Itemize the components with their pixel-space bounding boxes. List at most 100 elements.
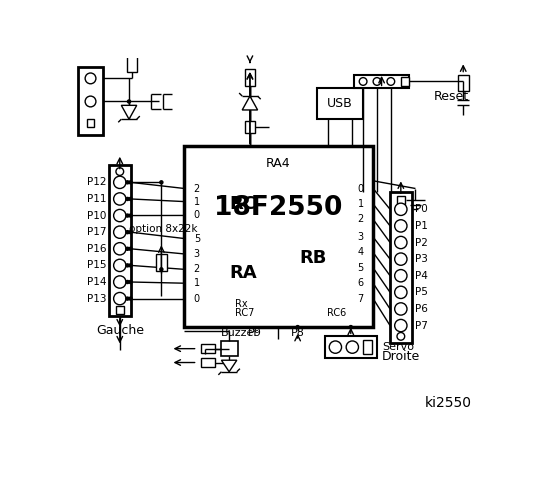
Circle shape: [126, 247, 129, 251]
Text: P2: P2: [415, 238, 429, 248]
Text: RA: RA: [229, 264, 257, 282]
Circle shape: [129, 197, 132, 201]
Text: 5: 5: [194, 234, 200, 243]
Circle shape: [359, 78, 367, 85]
Circle shape: [126, 214, 129, 217]
Text: 1: 1: [194, 278, 200, 288]
Text: 5: 5: [358, 263, 364, 273]
Text: P12: P12: [87, 177, 107, 187]
Circle shape: [126, 230, 129, 234]
Bar: [116, 306, 124, 314]
Circle shape: [113, 193, 126, 205]
Circle shape: [116, 168, 124, 175]
Circle shape: [395, 270, 407, 282]
Text: RC: RC: [229, 195, 256, 213]
Text: P9: P9: [248, 328, 262, 338]
Text: 2: 2: [194, 264, 200, 275]
Bar: [458, 74, 468, 92]
Bar: [244, 121, 255, 133]
Circle shape: [113, 209, 126, 222]
Bar: [397, 196, 405, 204]
Circle shape: [395, 319, 407, 332]
Circle shape: [129, 297, 132, 300]
Circle shape: [373, 78, 381, 85]
Circle shape: [329, 341, 342, 353]
Text: RC6: RC6: [327, 308, 346, 318]
Text: Rx: Rx: [234, 299, 247, 309]
Text: 0: 0: [194, 294, 200, 304]
Bar: [244, 69, 255, 86]
Text: USB: USB: [327, 97, 353, 110]
Circle shape: [113, 259, 126, 272]
Circle shape: [395, 220, 407, 232]
Bar: [185, 146, 373, 327]
Text: P4: P4: [415, 271, 429, 281]
Text: P7: P7: [415, 321, 429, 331]
Text: P10: P10: [87, 211, 107, 221]
Text: 1: 1: [358, 199, 364, 209]
Text: P3: P3: [415, 254, 429, 264]
Circle shape: [397, 333, 405, 340]
Text: P15: P15: [87, 260, 107, 270]
Polygon shape: [121, 105, 137, 119]
Circle shape: [129, 214, 132, 217]
Circle shape: [387, 78, 395, 85]
Text: 1: 1: [194, 197, 200, 206]
Circle shape: [126, 197, 129, 201]
Circle shape: [113, 292, 126, 305]
Bar: [109, 166, 131, 315]
Text: 0: 0: [194, 210, 200, 220]
Circle shape: [349, 325, 352, 329]
Circle shape: [126, 181, 129, 184]
Polygon shape: [221, 360, 237, 372]
Circle shape: [126, 264, 129, 267]
Text: 3: 3: [358, 232, 364, 242]
Circle shape: [160, 268, 163, 271]
Text: Buzzer: Buzzer: [221, 328, 259, 338]
Circle shape: [129, 280, 132, 284]
Text: Reset: Reset: [434, 90, 469, 103]
Text: P11: P11: [87, 194, 107, 204]
Bar: [127, 55, 138, 72]
Text: P16: P16: [87, 244, 107, 254]
Circle shape: [113, 276, 126, 288]
Text: P0: P0: [415, 204, 428, 214]
Text: P13: P13: [87, 294, 107, 304]
Text: 2: 2: [358, 214, 364, 224]
Text: 2: 2: [194, 183, 200, 193]
Circle shape: [395, 303, 407, 315]
Circle shape: [395, 286, 407, 299]
Circle shape: [395, 203, 407, 216]
Bar: [354, 74, 409, 88]
Circle shape: [346, 341, 358, 353]
Text: P1: P1: [415, 221, 429, 231]
Text: P6: P6: [415, 304, 429, 314]
Bar: [78, 67, 103, 134]
Text: 3: 3: [194, 249, 200, 259]
Circle shape: [126, 297, 129, 300]
Text: P14: P14: [87, 277, 107, 287]
Bar: [317, 88, 363, 119]
Text: Gauche: Gauche: [96, 324, 144, 337]
Text: 18F2550: 18F2550: [214, 195, 343, 221]
Text: RC7: RC7: [234, 308, 254, 318]
Circle shape: [113, 176, 126, 189]
Text: 7: 7: [358, 294, 364, 304]
Circle shape: [129, 247, 132, 251]
Text: ki2550: ki2550: [424, 396, 471, 409]
Circle shape: [160, 181, 163, 184]
Circle shape: [129, 181, 132, 184]
Bar: [325, 336, 377, 358]
Circle shape: [126, 280, 129, 284]
Text: Servo: Servo: [383, 342, 415, 352]
Bar: [87, 119, 95, 127]
Polygon shape: [242, 96, 258, 110]
Circle shape: [128, 100, 131, 103]
Text: 6: 6: [358, 278, 364, 288]
Text: RA4: RA4: [266, 156, 291, 169]
Circle shape: [85, 73, 96, 84]
Circle shape: [395, 236, 407, 249]
Text: P17: P17: [87, 227, 107, 237]
Bar: [221, 341, 238, 356]
Bar: [201, 358, 215, 367]
